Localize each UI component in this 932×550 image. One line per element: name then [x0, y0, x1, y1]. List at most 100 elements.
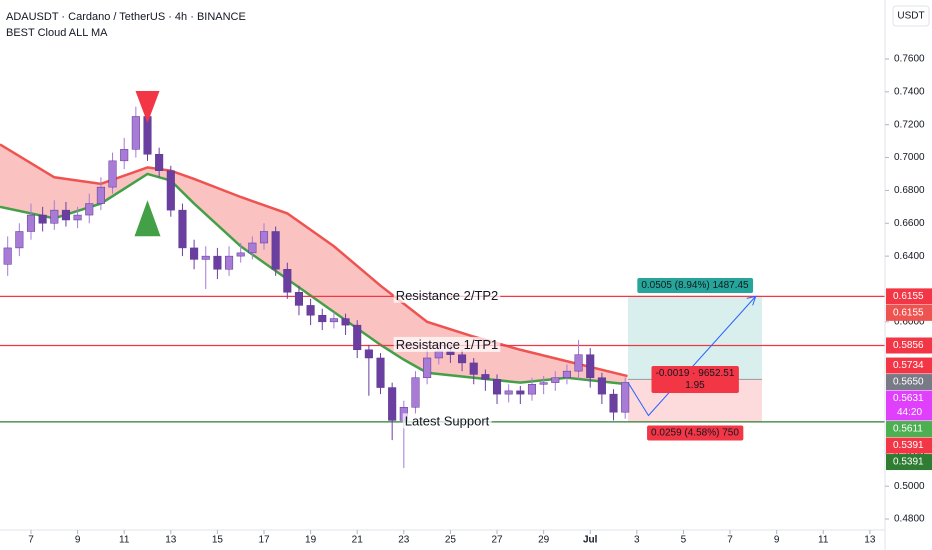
- x-tick-label: 13: [864, 535, 876, 546]
- candle-body: [236, 252, 245, 257]
- candle-body: [26, 214, 36, 232]
- currency-box[interactable]: [892, 5, 930, 27]
- x-tick-label: 11: [119, 535, 130, 546]
- result-label: -0.0019 · 9652.51: [655, 368, 734, 379]
- y-tick-label: 0.6400: [894, 251, 925, 262]
- candle-body: [388, 387, 397, 421]
- signal-triangle: [135, 91, 160, 124]
- candle-body: [271, 231, 280, 270]
- candle-body: [364, 349, 373, 359]
- price-label-bg: [886, 454, 932, 471]
- level-label: Latest Support: [405, 413, 490, 428]
- result-label-bg: [651, 365, 739, 393]
- candle-body: [469, 362, 478, 375]
- x-tick-label: 17: [258, 535, 270, 546]
- candle-body: [248, 242, 257, 254]
- plot-area: Resistance 2/TP2 Resistance 1/TP1 Latest S…: [0, 91, 885, 469]
- price-label: 0.5631: [893, 393, 924, 404]
- candle-body: [353, 324, 362, 351]
- candle-body: [120, 149, 129, 162]
- chart-title: ADAUSDT · Cardano / TetherUS · 4h · BINA…: [6, 11, 246, 23]
- candle-body: [225, 255, 234, 270]
- currency[interactable]: USDT: [897, 11, 924, 22]
- price-label-bg: [886, 288, 932, 305]
- projection-arrowhead: [746, 295, 757, 306]
- candle-body: [527, 384, 537, 395]
- price-label: 0.5856: [893, 340, 924, 351]
- level-label: Resistance 2/TP2: [396, 288, 499, 303]
- candle-body: [50, 209, 59, 224]
- y-tick-label: 0.6000: [894, 316, 925, 327]
- x-tick-label: 15: [212, 535, 224, 546]
- x-tick-label: 25: [445, 535, 457, 546]
- candle-body: [329, 318, 338, 323]
- x-tick-label: 21: [352, 535, 364, 546]
- price-label: 0.5391: [893, 440, 924, 451]
- x-tick-label: 9: [774, 535, 780, 546]
- candle-body: [283, 269, 292, 293]
- x-tick-label: 7: [727, 535, 733, 546]
- candle-body: [504, 390, 513, 395]
- candle-body: [155, 154, 164, 171]
- y-tick-label: 0.7200: [894, 119, 925, 130]
- candle-body: [492, 379, 502, 395]
- target-label-bg: [637, 278, 754, 294]
- candle-body: [178, 209, 187, 249]
- x-tick-label: 7: [28, 535, 34, 546]
- y-tick-label: 0.5000: [894, 481, 925, 492]
- candle-body: [294, 292, 303, 306]
- price-label: 0.5391: [893, 457, 924, 468]
- profit-zone: [627, 296, 762, 380]
- y-tick-label: 0.6600: [894, 218, 925, 229]
- candle-body: [481, 374, 490, 380]
- projection-path: [627, 296, 757, 417]
- candle-body: [586, 354, 595, 378]
- cloud-fill: [0, 144, 628, 385]
- price-label: 0.5734: [893, 360, 924, 371]
- candle-body: [131, 116, 140, 150]
- stop-label-bg: [647, 425, 744, 441]
- level-label-bg: [393, 287, 501, 303]
- price-label-bg: [886, 357, 932, 374]
- price-label: 0.5650: [893, 377, 924, 388]
- price-label-bg: [886, 337, 932, 354]
- price-label-bg: [886, 421, 932, 438]
- y-tick-label: 0.7400: [894, 86, 925, 97]
- candle-body: [306, 305, 315, 316]
- candle-body: [609, 393, 618, 413]
- price-label: 0.6155: [893, 308, 924, 319]
- stop-label: 0.0259 (4.58%) 750: [651, 428, 739, 439]
- candle-body: [38, 214, 47, 224]
- candle-body: [423, 357, 432, 378]
- result-label: 1.95: [685, 380, 705, 391]
- candle-body: [621, 382, 630, 413]
- x-tick-label: 27: [491, 535, 503, 546]
- y-tick-label: 0.6800: [894, 185, 925, 196]
- x-tick-label: 11: [818, 535, 829, 546]
- y-tick-label: 0.7600: [894, 54, 925, 65]
- y-tick-label: 0.4800: [894, 514, 925, 525]
- candle-body: [539, 382, 548, 385]
- candle-body: [376, 357, 385, 388]
- price-label: 0.6155: [893, 291, 924, 302]
- price-label-bg: [886, 390, 932, 421]
- candle-body: [61, 209, 70, 221]
- candle-body: [190, 247, 199, 260]
- x-tick-label: 9: [75, 535, 81, 546]
- candle-body: [3, 247, 12, 265]
- candle-body: [551, 377, 560, 383]
- candle-body: [411, 377, 420, 408]
- candle-body: [318, 315, 327, 323]
- price-label-bg: [886, 437, 932, 454]
- candle-body: [516, 390, 525, 395]
- candle-body: [458, 354, 467, 364]
- countdown: 44:20: [897, 407, 922, 418]
- candle-body: [15, 231, 24, 249]
- x-tick-label: 19: [305, 535, 317, 546]
- x-tick-label: 5: [681, 535, 687, 546]
- x-tick-label: 23: [398, 535, 410, 546]
- level-label-bg: [393, 336, 501, 352]
- price-label-bg: [886, 374, 932, 391]
